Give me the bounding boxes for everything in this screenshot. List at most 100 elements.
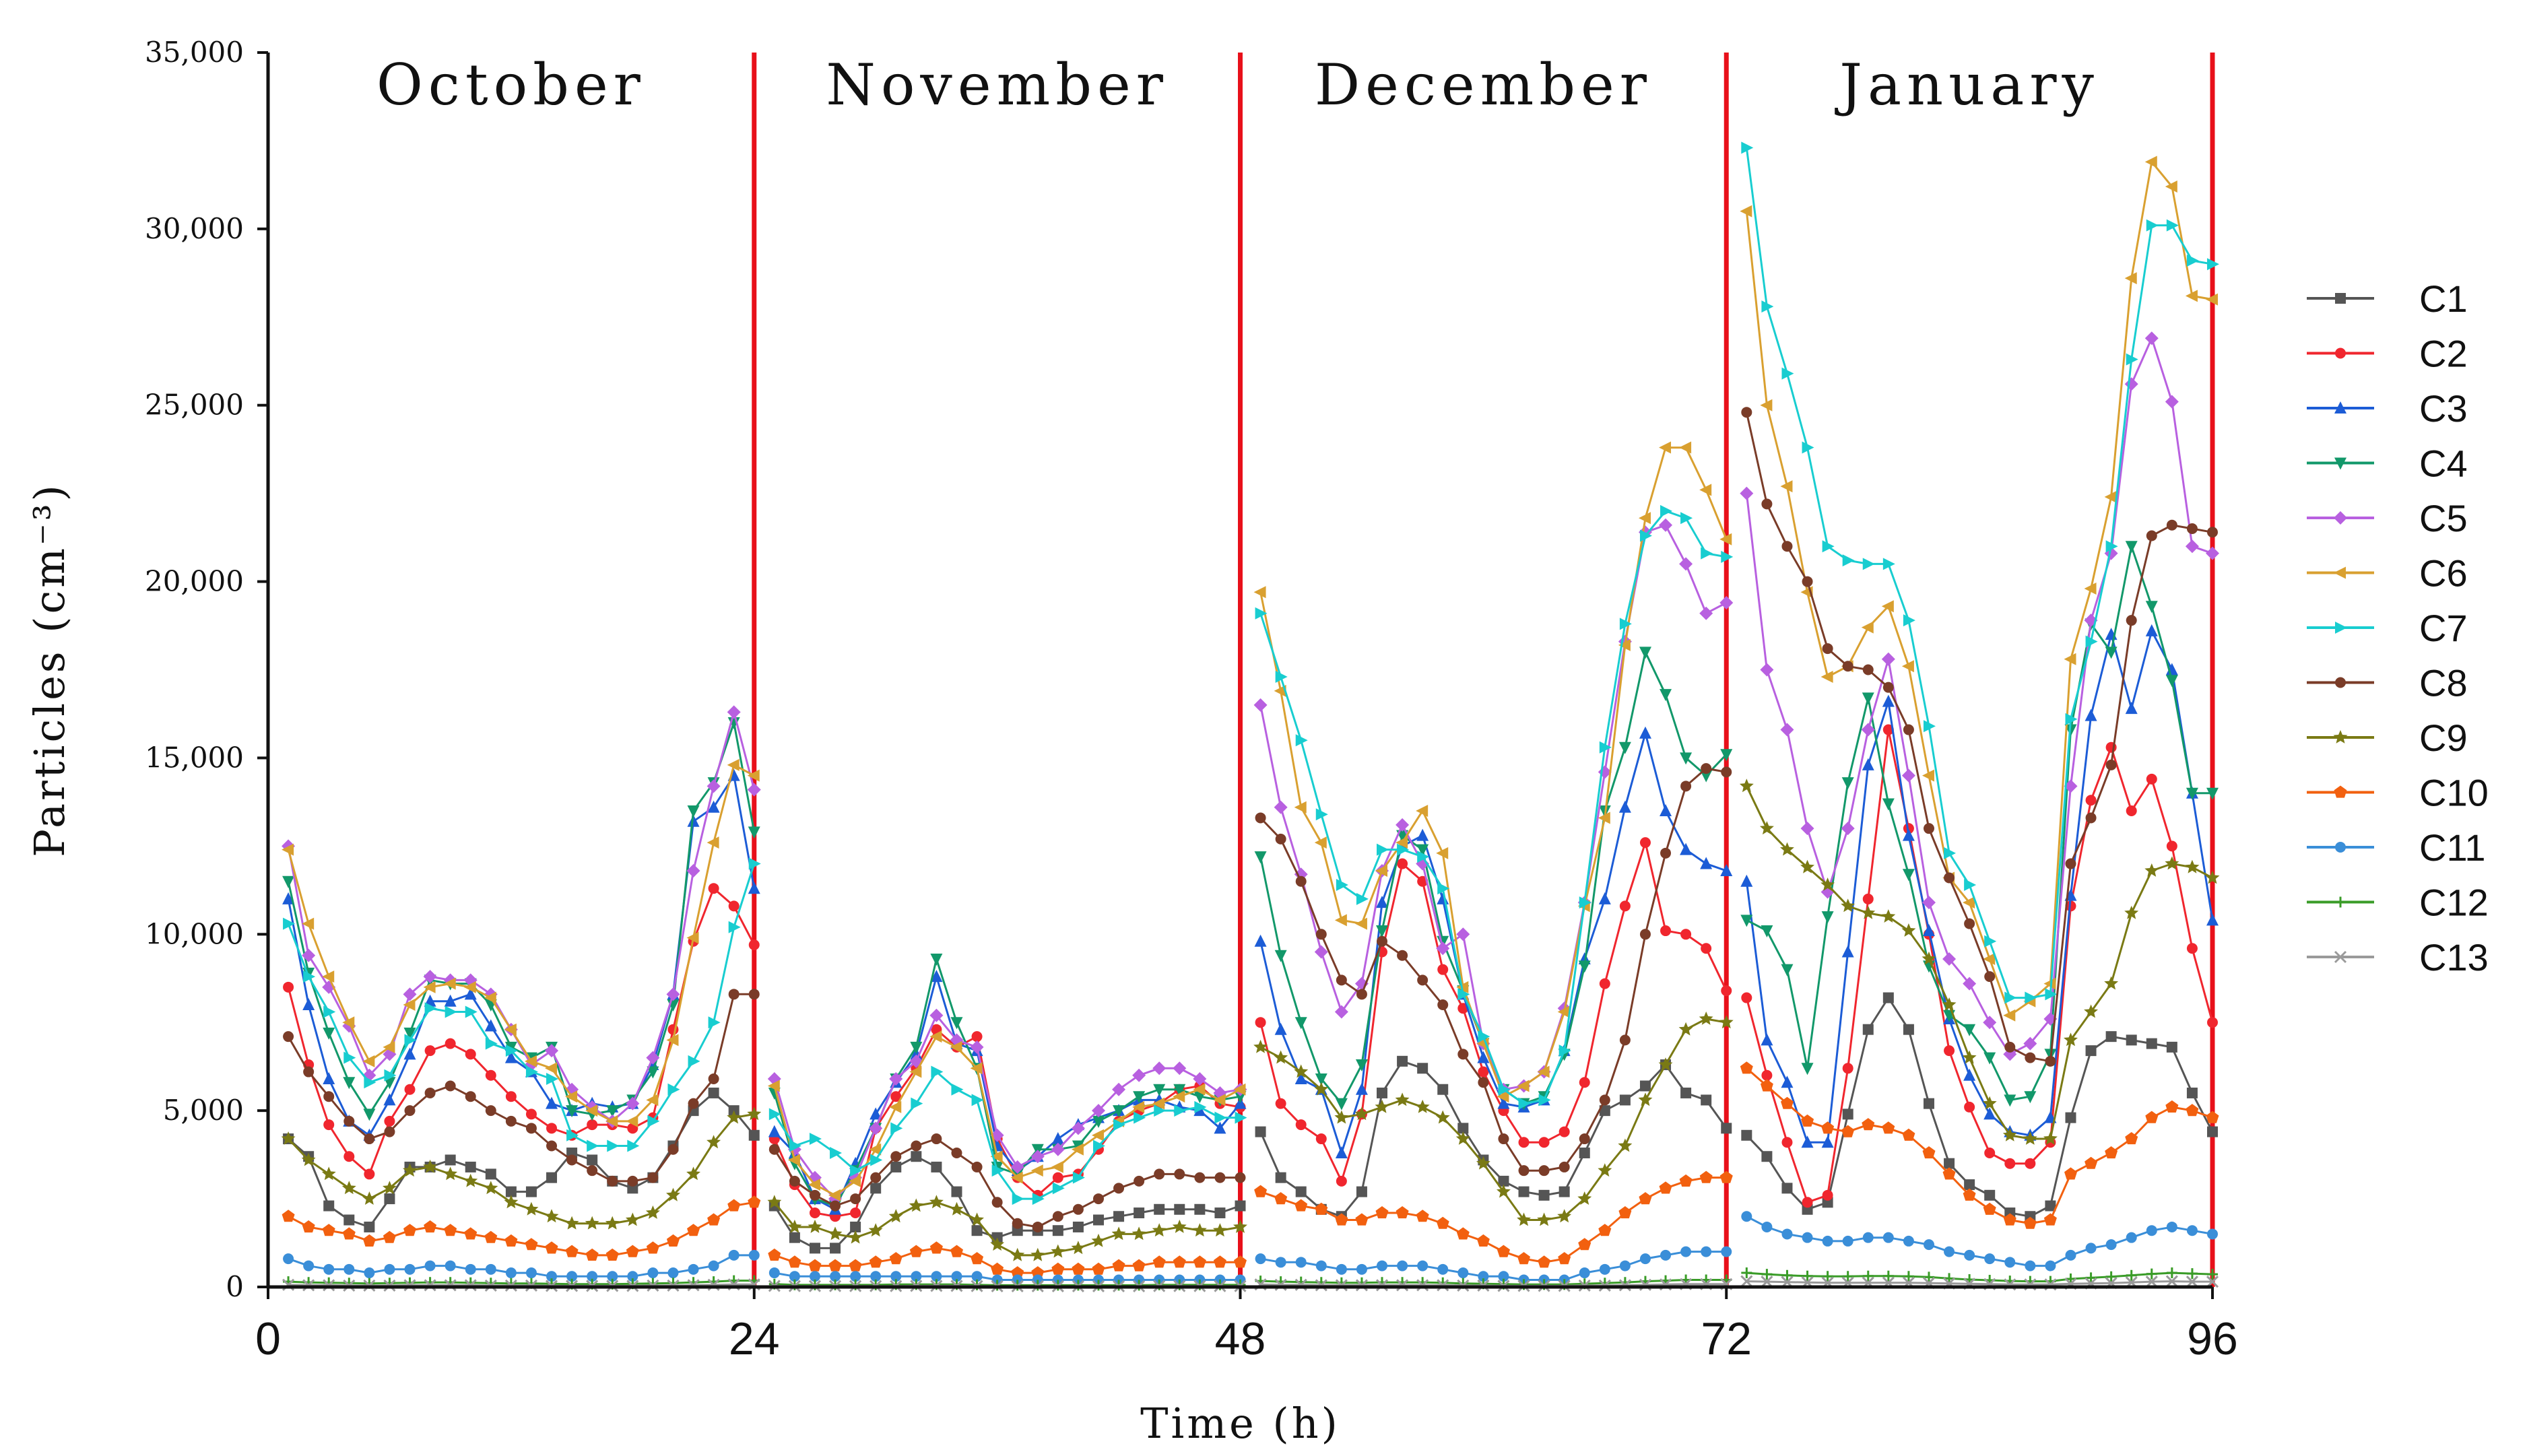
legend-entry-c2: C2 [2307, 333, 2468, 375]
legend-entry-c12: C12 [2307, 882, 2489, 924]
data-point-c8-83 [1944, 872, 1955, 884]
data-point-c9-93 [2144, 863, 2159, 877]
data-point-c4-71 [1700, 770, 1713, 783]
data-point-c7-40 [1072, 1171, 1085, 1184]
data-point-c12-96 [2207, 1269, 2218, 1280]
data-point-c9-3 [321, 1166, 336, 1181]
data-point-c2-10 [465, 1049, 476, 1060]
data-point-c3-69 [1660, 803, 1672, 816]
data-point-c10-79 [1862, 1118, 1875, 1131]
data-point-c7-54 [1356, 892, 1369, 905]
data-point-c9-28 [828, 1226, 843, 1240]
data-point-c11-50 [1275, 1257, 1286, 1268]
data-point-c8-32 [911, 1140, 922, 1152]
data-point-c3-85 [1983, 1107, 1996, 1120]
data-point-c4-52 [1315, 1073, 1327, 1086]
data-point-c8-1 [283, 1031, 294, 1043]
data-point-c2-39 [1052, 1172, 1063, 1183]
data-point-c7-30 [870, 1154, 883, 1166]
data-point-c2-78 [1842, 1063, 1853, 1074]
data-point-c11-23 [728, 1249, 740, 1261]
data-point-c8-14 [546, 1140, 558, 1152]
data-point-c3-77 [1821, 1135, 1834, 1148]
series-line-c12-2 [774, 1283, 1241, 1286]
data-point-c2-13 [525, 1108, 537, 1120]
data-point-c10-84 [1963, 1188, 1976, 1201]
data-point-c7-25 [768, 1108, 781, 1121]
data-point-c10-27 [808, 1259, 822, 1271]
data-point-c11-68 [1639, 1253, 1651, 1265]
y-tick-label: 25,000 [145, 389, 244, 422]
data-point-c7-87 [2025, 991, 2037, 1004]
data-point-c8-37 [1012, 1218, 1023, 1229]
data-point-c1-61 [1498, 1175, 1509, 1187]
data-point-c7-63 [1538, 1094, 1551, 1106]
data-point-c13-8 [424, 1279, 436, 1292]
legend-label: C5 [2419, 497, 2468, 539]
data-point-c4-51 [1294, 1017, 1307, 1030]
data-point-c6-43 [1132, 1100, 1145, 1113]
data-point-c7-51 [1295, 734, 1308, 747]
series-line-c10-1 [288, 1201, 755, 1257]
data-point-c2-73 [1741, 992, 1752, 1003]
data-point-c1-95 [2186, 1087, 2198, 1098]
data-point-c8-58 [1437, 999, 1449, 1011]
month-label-january: January [1834, 52, 2099, 118]
data-point-c2-24 [748, 939, 760, 950]
data-point-c1-28 [830, 1243, 841, 1254]
data-point-c13-54 [1355, 1279, 1369, 1292]
data-point-c10-91 [2105, 1146, 2118, 1159]
data-point-c2-58 [1437, 964, 1449, 975]
series-line-c7-2 [773, 1070, 1241, 1200]
data-point-c13-94 [2165, 1275, 2178, 1288]
data-point-c10-23 [727, 1199, 741, 1212]
data-point-c10-48 [1234, 1255, 1247, 1268]
data-point-c9-86 [2002, 1127, 2017, 1141]
data-point-c7-84 [1964, 878, 1977, 891]
data-point-c2-3 [323, 1119, 335, 1131]
data-point-c4-94 [2165, 675, 2178, 688]
data-point-c4-81 [1902, 869, 1915, 882]
data-point-c6-3 [322, 970, 335, 983]
data-point-c11-20 [667, 1267, 679, 1279]
data-point-c11-83 [1944, 1246, 1955, 1257]
data-point-c4-43 [1133, 1091, 1146, 1104]
data-point-c1-56 [1397, 1055, 1408, 1067]
data-point-c9-55 [1375, 1099, 1389, 1113]
data-point-c7-41 [1092, 1139, 1105, 1152]
data-point-c1-4 [343, 1214, 355, 1226]
data-point-c11-69 [1660, 1249, 1672, 1261]
legend-swatch-marker [2335, 348, 2346, 359]
data-point-c10-58 [1436, 1216, 1449, 1229]
y-axis-title: Particles (cm⁻³) [25, 482, 74, 857]
data-point-c8-63 [1538, 1165, 1550, 1177]
data-point-c7-95 [2186, 254, 2199, 267]
legend-entry-c4: C4 [2307, 442, 2468, 485]
data-point-c7-67 [1619, 618, 1632, 630]
data-point-c1-72 [1721, 1123, 1732, 1134]
data-point-c7-65 [1579, 896, 1591, 909]
data-point-c5-75 [1780, 723, 1794, 737]
data-point-c9-42 [1111, 1226, 1126, 1240]
data-point-c11-8 [424, 1260, 436, 1271]
data-point-c2-63 [1538, 1137, 1550, 1148]
data-point-c5-84 [1963, 977, 1977, 991]
data-point-c4-65 [1578, 960, 1591, 973]
data-point-c9-39 [1051, 1244, 1065, 1258]
data-point-c5-21 [686, 864, 700, 878]
data-point-c6-69 [1659, 441, 1672, 454]
data-point-c1-64 [1558, 1186, 1570, 1197]
data-point-c5-45 [1173, 1061, 1187, 1076]
legend-swatch-marker [2335, 677, 2346, 688]
data-point-c9-72 [1719, 1015, 1734, 1029]
data-point-c10-76 [1801, 1114, 1814, 1127]
data-point-c1-41 [1092, 1214, 1104, 1226]
legend-entry-c13: C13 [2307, 936, 2489, 979]
data-point-c9-6 [383, 1181, 397, 1195]
data-point-c2-9 [445, 1038, 456, 1049]
data-point-c11-21 [688, 1263, 699, 1275]
data-point-c6-82 [1922, 769, 1934, 782]
data-point-c1-26 [789, 1232, 800, 1243]
series-line-c11-1 [288, 1254, 754, 1278]
data-point-c4-55 [1376, 925, 1389, 938]
